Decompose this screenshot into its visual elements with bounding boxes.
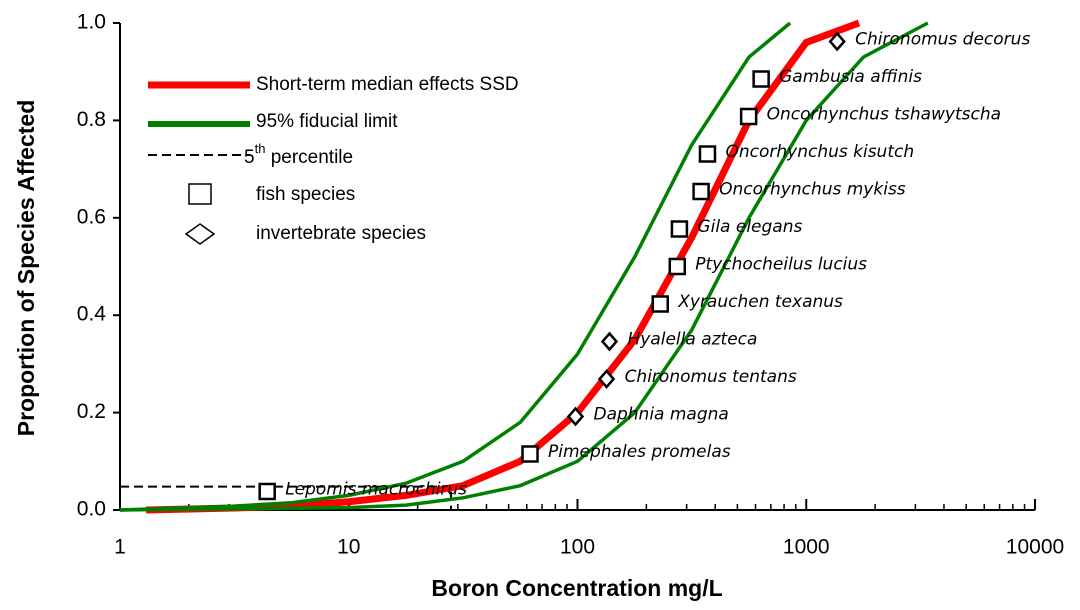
y-tick-label: 0.6 — [77, 205, 106, 228]
fish-point — [698, 145, 717, 163]
y-tick-label: 0.0 — [77, 498, 106, 521]
x-tick-label: 10 — [337, 536, 360, 559]
invertebrate-point — [600, 331, 619, 352]
y-tick-label: 1.0 — [77, 11, 106, 34]
species-label: Daphnia magna — [593, 404, 728, 424]
fish-point — [651, 295, 669, 313]
fish-point — [670, 220, 689, 238]
y-axis-label: Proportion of Species Affected — [13, 100, 39, 437]
species-label: Gambusia affinis — [779, 67, 922, 87]
legend-label: 5th percentile — [244, 141, 353, 168]
legend-label-part: percentile — [265, 147, 353, 168]
x-tick-label: 100 — [560, 536, 595, 559]
invertebrate-point — [566, 406, 585, 427]
legend-label-part: th — [255, 141, 266, 156]
legend-square — [188, 183, 212, 205]
species-label: Oncorhynchus kisutch — [725, 142, 914, 162]
y-tick-label: 0.2 — [77, 400, 106, 423]
species-label: Chironomus decorus — [855, 30, 1030, 50]
legend-label: invertebrate species — [256, 223, 426, 244]
x-tick-label: 1000 — [783, 536, 830, 559]
species-label: Pimephales promelas — [548, 442, 731, 462]
fish-point — [258, 482, 276, 501]
fish-point — [692, 182, 710, 201]
y-tick-label: 0.4 — [77, 303, 107, 326]
fish-point — [739, 107, 758, 126]
species-label: Ptychocheilus lucius — [695, 255, 867, 275]
species-label: Xyrauchen texanus — [677, 292, 843, 312]
x-axis-label: Boron Concentration mg/L — [431, 575, 722, 601]
legend-label: fish species — [256, 184, 355, 205]
species-label: Chironomus tentans — [625, 367, 797, 387]
legend-label: 95% fiducial limit — [256, 111, 398, 132]
x-tick-label: 1 — [114, 536, 126, 559]
legend-label: Short-term median effects SSD — [256, 74, 519, 95]
species-label: Oncorhynchus tshawytscha — [767, 105, 1001, 125]
legend-diamond — [184, 223, 216, 245]
legend-label-part: 5 — [244, 147, 255, 168]
species-label: Gila elegans — [697, 217, 802, 237]
fish-point — [521, 445, 539, 463]
species-label: Hyalella azteca — [627, 329, 757, 349]
species-label: Lepomis macrochirus — [285, 479, 467, 499]
x-tick-label: 10000 — [1006, 536, 1064, 559]
y-tick-label: 0.8 — [77, 108, 106, 131]
curve — [119, 21, 929, 512]
species-label: Oncorhynchus mykiss — [719, 180, 906, 200]
invertebrate-point — [828, 31, 846, 52]
invertebrate-point — [597, 369, 616, 389]
curve — [119, 21, 792, 512]
fish-point — [668, 257, 687, 276]
fish-point — [752, 70, 770, 88]
